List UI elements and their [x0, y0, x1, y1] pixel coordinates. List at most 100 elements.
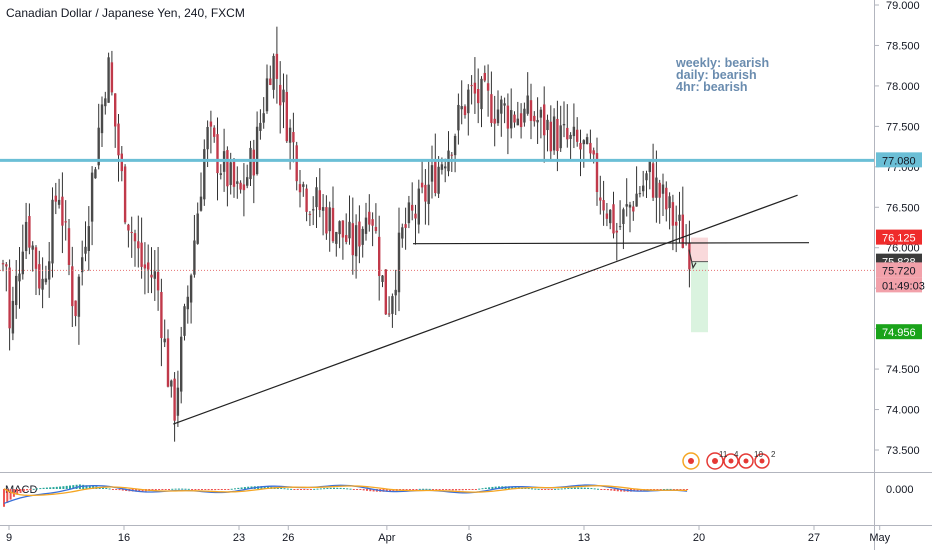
- candle-body: [302, 184, 305, 187]
- price-tick-label: 74.500: [886, 364, 920, 376]
- candle-body: [513, 114, 516, 123]
- candle-body: [295, 145, 298, 182]
- stop-loss-zone[interactable]: [691, 237, 708, 262]
- macd-bar: [653, 489, 656, 490]
- event-badge-icon[interactable]: [738, 453, 754, 469]
- ascending-trendline[interactable]: [173, 194, 798, 425]
- macd-bar: [201, 489, 203, 490]
- candle-body: [615, 230, 618, 233]
- candle-body: [133, 233, 137, 242]
- macd-bar: [461, 489, 464, 491]
- candle-body: [493, 118, 496, 124]
- annotation-line: daily: bearish: [676, 68, 757, 82]
- macd-bar: [333, 487, 335, 489]
- candle-body: [15, 275, 18, 306]
- candle-body: [107, 57, 110, 103]
- candle-body: [282, 89, 285, 103]
- candle-body: [483, 72, 486, 81]
- macd-bar: [184, 488, 187, 490]
- bias-annotation[interactable]: weekly: bearish daily: bearish 4hr: bear…: [675, 56, 769, 94]
- macd-bar: [52, 487, 55, 489]
- price-tag-label: 75.720: [882, 265, 916, 277]
- candle-body: [354, 225, 358, 257]
- macd-bar: [88, 485, 91, 489]
- candle-body: [279, 84, 282, 106]
- candle-body: [589, 142, 592, 154]
- candle-body: [374, 226, 378, 231]
- macd-bar: [438, 489, 441, 490]
- macd-bar: [26, 489, 29, 491]
- candle-body: [618, 226, 622, 228]
- candle-body: [44, 278, 48, 283]
- candle-body: [242, 184, 246, 191]
- macd-bar: [666, 488, 669, 490]
- price-axis[interactable]: 79.00078.50078.00077.50077.00076.50076.0…: [874, 0, 920, 457]
- macd-bar: [356, 489, 359, 490]
- macd-bar: [158, 489, 161, 490]
- event-badge-icon[interactable]: [723, 453, 739, 469]
- macd-bar: [567, 488, 570, 490]
- candle-body: [203, 149, 206, 200]
- candle-body: [506, 105, 510, 129]
- candle-body: [166, 338, 170, 387]
- candle-body: [381, 275, 384, 282]
- price-tick-label: 76.000: [886, 243, 920, 255]
- event-badge-icon[interactable]: [682, 452, 700, 470]
- macd-bar: [329, 487, 332, 489]
- event-dot-icon: [688, 458, 694, 464]
- macd-bar: [471, 489, 474, 490]
- time-tick-label: 9: [6, 532, 12, 544]
- macd-bar: [161, 489, 164, 490]
- candle-body: [440, 164, 444, 170]
- candle-body: [21, 251, 24, 275]
- macd-bar: [435, 489, 438, 490]
- candle-body: [232, 161, 236, 187]
- candle-body: [411, 204, 414, 211]
- candle-body: [341, 220, 345, 238]
- macd-bar: [168, 489, 170, 490]
- macd-bar: [606, 489, 609, 491]
- macd-bar: [6, 489, 9, 503]
- event-dot-icon: [712, 458, 718, 464]
- event-badge-icon[interactable]: [706, 452, 724, 470]
- price-tag-label: 77.080: [882, 155, 916, 167]
- candle-body: [486, 83, 490, 91]
- macd-bar: [597, 488, 599, 490]
- macd-pane[interactable]: MACD 0.000: [3, 484, 914, 507]
- candle-body: [612, 204, 615, 234]
- candle-body: [77, 276, 81, 317]
- candle-body: [84, 246, 87, 254]
- macd-bar: [36, 488, 38, 490]
- candle-body: [150, 274, 153, 278]
- candle-body: [533, 115, 536, 122]
- time-tick-label: 26: [282, 532, 294, 544]
- candle-body: [308, 213, 312, 215]
- time-axis[interactable]: 9 16 23 26 Apr 6 13 20 27 May: [6, 526, 891, 544]
- candle-body: [236, 181, 239, 184]
- macd-bar: [267, 486, 269, 489]
- take-profit-zone[interactable]: [691, 261, 708, 333]
- candle-body: [424, 184, 427, 202]
- candle-body: [249, 147, 252, 180]
- candle-body: [252, 149, 255, 176]
- candle-body: [11, 300, 15, 334]
- event-badges[interactable]: 11 4 10 2: [682, 450, 776, 470]
- candle-body: [189, 275, 193, 303]
- neckline[interactable]: [412, 242, 810, 245]
- candle-body: [269, 78, 272, 85]
- candle-body: [371, 219, 374, 226]
- candle-body: [523, 108, 526, 123]
- candle-body: [444, 166, 447, 169]
- macd-bar: [174, 488, 177, 490]
- macd-bar: [300, 489, 302, 490]
- macd-bar: [366, 489, 368, 491]
- event-dot-icon: [728, 458, 734, 464]
- candle-body: [569, 134, 572, 139]
- macd-bar: [151, 489, 154, 491]
- candle-body: [272, 55, 275, 90]
- event-badge-icon[interactable]: [754, 453, 770, 469]
- macd-bar: [49, 487, 52, 489]
